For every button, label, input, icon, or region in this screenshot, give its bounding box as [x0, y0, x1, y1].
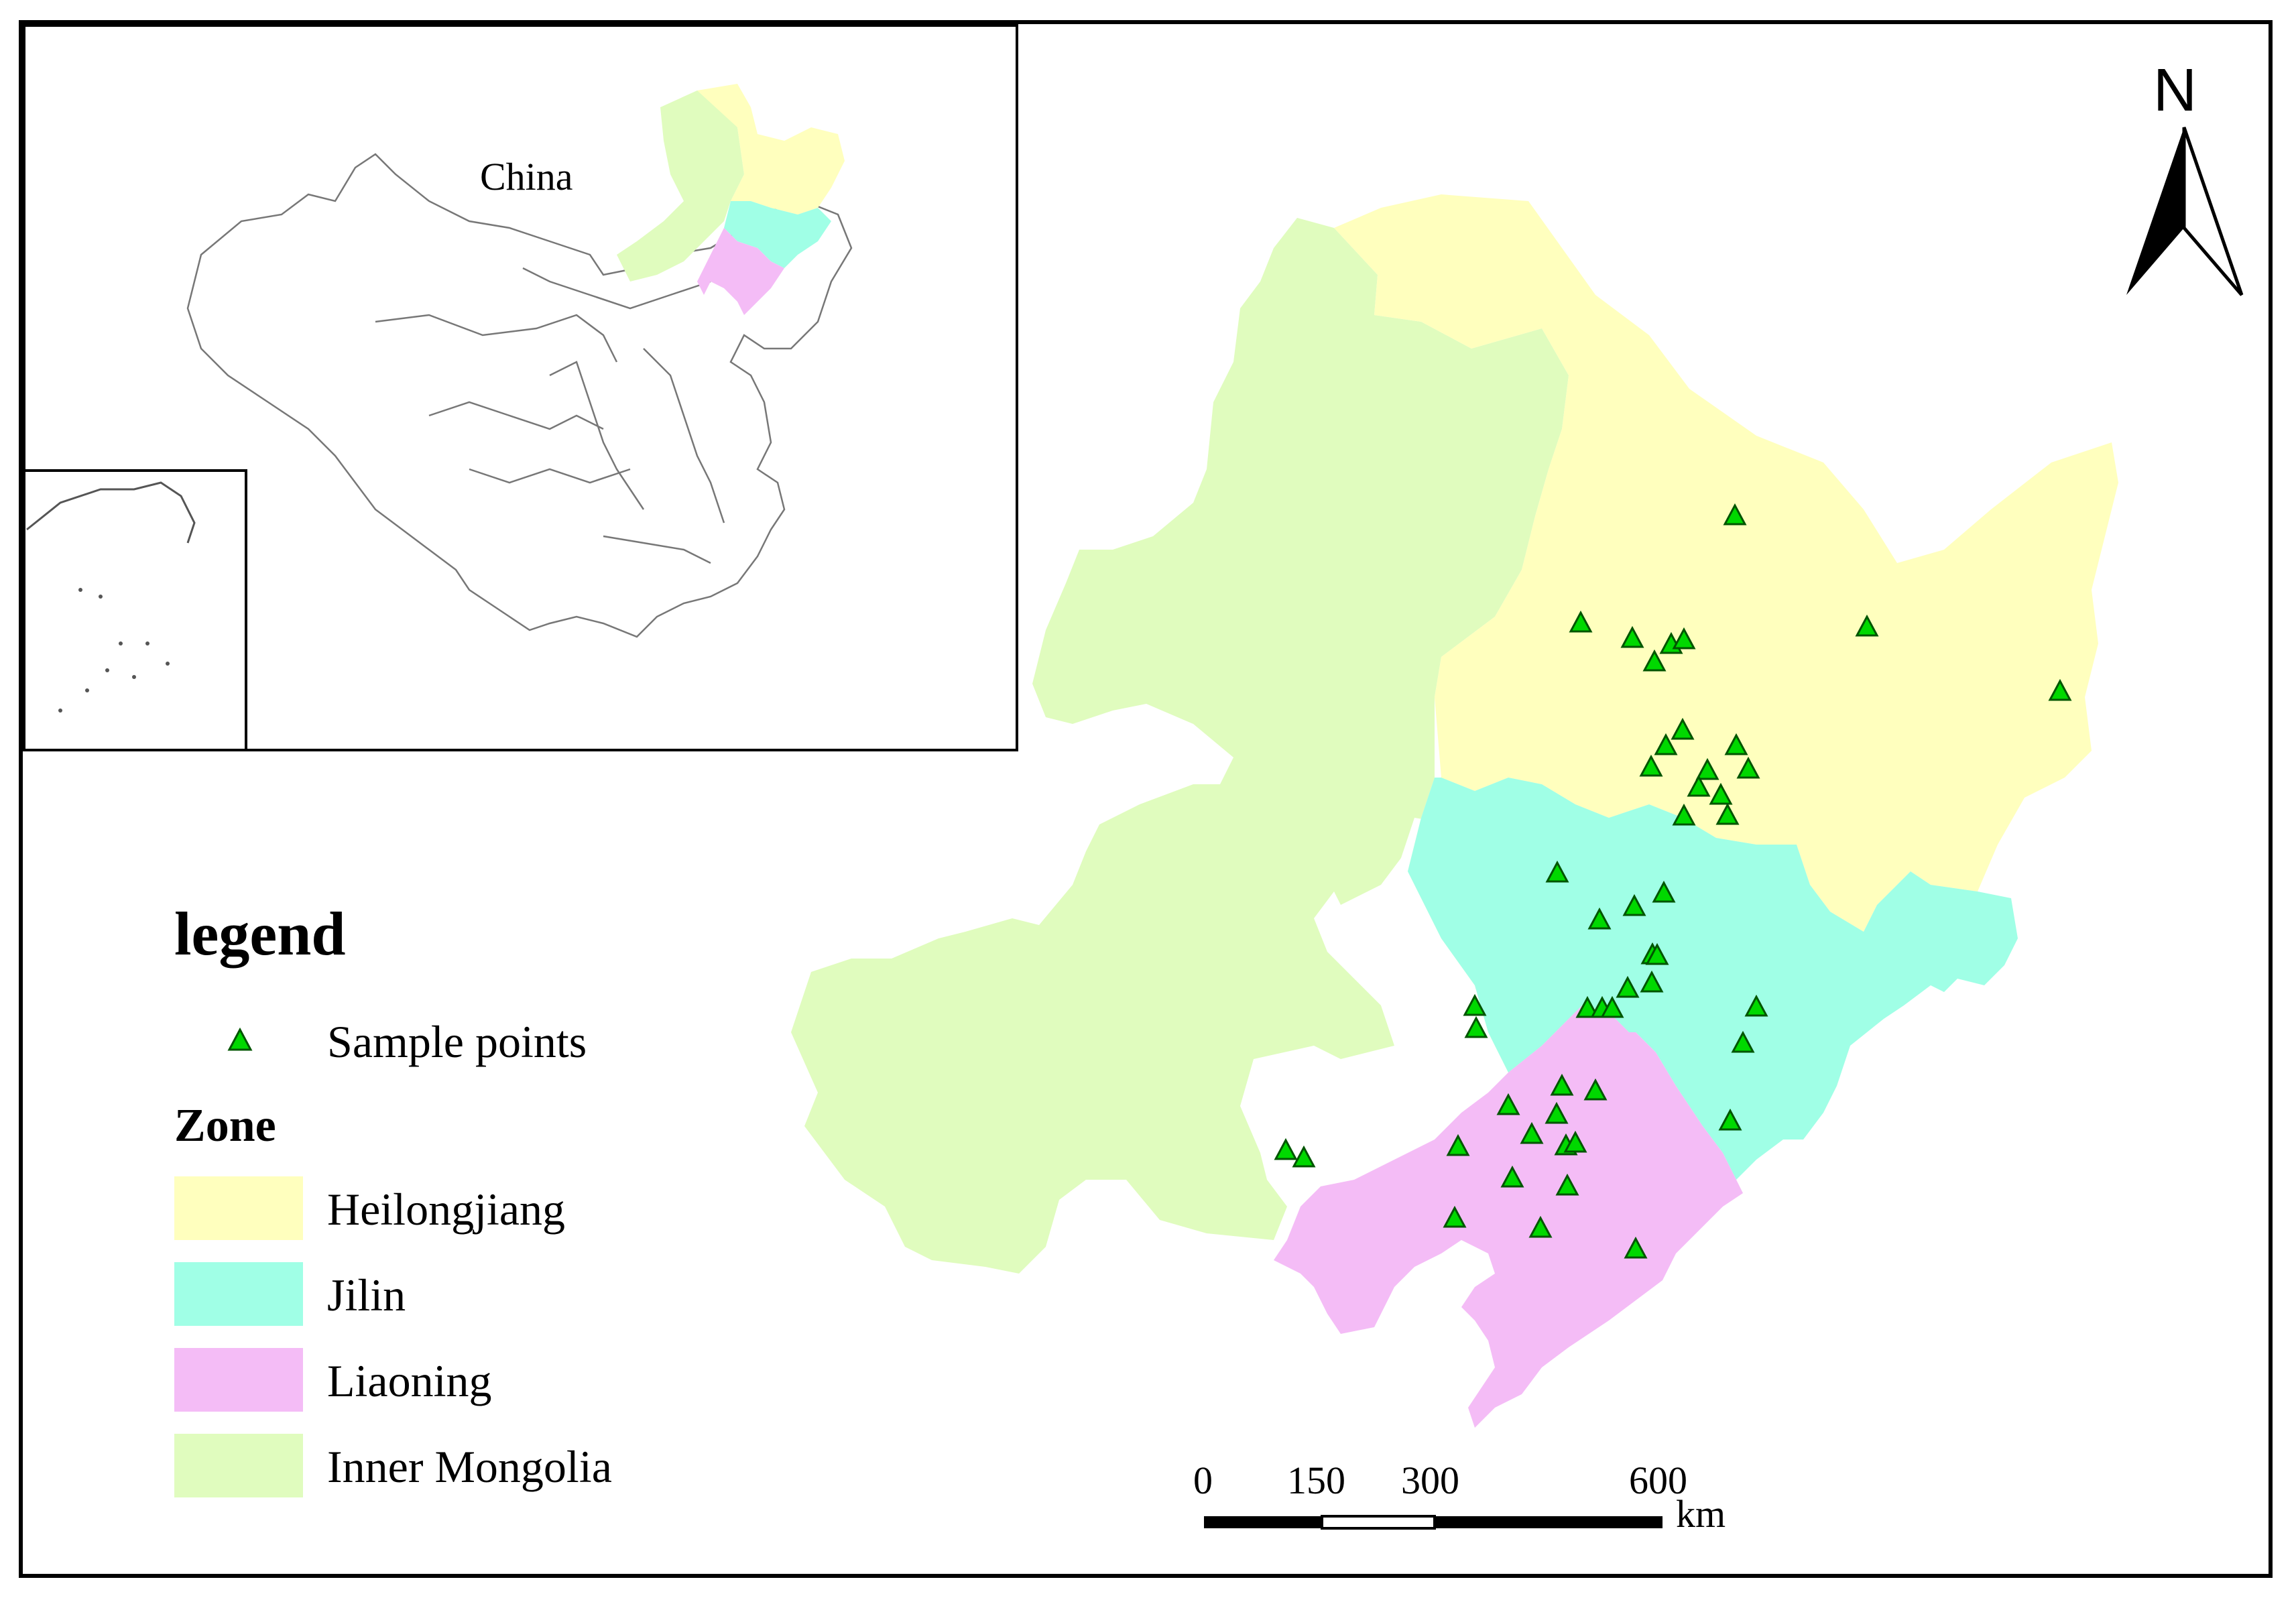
sample-point-marker: [1724, 733, 1748, 755]
legend-zone-label: Heilongjiang: [327, 1184, 566, 1235]
china-inset-frame: [23, 24, 1018, 751]
sample-point-marker: [1718, 1108, 1742, 1131]
china-label: China: [480, 155, 573, 198]
sample-point-marker: [1563, 1130, 1587, 1153]
sample-point-marker: [1587, 907, 1612, 930]
sample-point-marker: [1545, 1101, 1569, 1124]
sample-point-marker: [1642, 649, 1667, 672]
sample-point-marker: [1496, 1093, 1520, 1115]
sample-point-marker: [1687, 774, 1711, 797]
sample-point-marker: [1545, 860, 1569, 883]
sample-point-marker: [1569, 610, 1593, 633]
sample-point-marker: [1274, 1137, 1298, 1160]
sample-point-marker: [1292, 1145, 1316, 1168]
sample-point-marker: [1639, 754, 1663, 777]
legend-swatch-inner-mongolia: [174, 1434, 303, 1497]
north-arrow-icon: [2126, 127, 2244, 296]
legend-zone-label: Inner Mongolia: [327, 1441, 612, 1492]
sample-point-marker: [1624, 1236, 1648, 1259]
sample-point-marker: [1645, 942, 1669, 965]
sample-point-marker: [1500, 1165, 1524, 1188]
sample-point-marker: [1600, 995, 1624, 1018]
inset-jilin: [724, 201, 831, 268]
sample-point-marker: [1446, 1133, 1470, 1156]
north-label: N: [2153, 57, 2197, 124]
sample-point-marker: [1652, 880, 1676, 903]
sample-point-marker: [1528, 1215, 1553, 1238]
sample-point-marker: [1709, 782, 1733, 805]
scale-unit: km: [1676, 1492, 1726, 1536]
sample-point-marker: [1855, 614, 1879, 637]
south-china-sea-inset-frame: [23, 469, 247, 751]
sample-point-marker: [1520, 1121, 1544, 1144]
legend-sample-label: Sample points: [327, 1016, 587, 1067]
sample-point-marker: [1731, 1030, 1755, 1053]
sample-point-marker: [1550, 1073, 1574, 1096]
sample-point-marker: [1620, 625, 1644, 648]
region-liaoning: [1274, 1005, 1743, 1428]
inset-liaoning: [697, 228, 784, 315]
legend-sample-point-icon: [227, 1027, 253, 1051]
scale-bar: [1204, 1515, 1663, 1530]
sample-point-marker: [1672, 803, 1696, 826]
sample-point-marker: [1575, 995, 1599, 1018]
sample-point-marker: [1640, 970, 1664, 993]
sample-points: [1274, 503, 2072, 1259]
scale-tick-150: 150: [1287, 1459, 1345, 1502]
legend-swatch-liaoning: [174, 1348, 303, 1412]
sample-point-marker: [1622, 894, 1646, 916]
legend-zone-label: Liaoning: [327, 1355, 492, 1406]
sample-point-marker: [1555, 1173, 1579, 1196]
sample-point-marker: [1715, 802, 1740, 825]
sample-point-marker: [1695, 757, 1719, 780]
sample-point-marker: [1464, 1016, 1488, 1038]
south-china-sea-islands: [58, 588, 170, 713]
legend-zone-title: Zone: [174, 1100, 276, 1152]
sample-point-marker: [1443, 1205, 1467, 1228]
sample-point-marker: [1583, 1078, 1608, 1101]
sample-point-marker: [1723, 503, 1747, 526]
legend-title: legend: [174, 900, 346, 968]
sample-point-marker: [1672, 627, 1696, 650]
sample-point-marker: [2048, 678, 2072, 701]
sample-point-marker: [1654, 733, 1678, 755]
scale-tick-300: 300: [1401, 1459, 1459, 1502]
sample-point-marker: [1616, 975, 1640, 998]
legend-swatch-jilin: [174, 1262, 303, 1326]
inset-heilongjiang: [697, 84, 845, 214]
inset-inner-mongolia: [617, 90, 744, 282]
region-inner-mongolia: [791, 218, 1663, 1274]
sample-point-marker: [1744, 994, 1768, 1017]
scale-tick-600: 600: [1629, 1459, 1687, 1502]
scale-tick-0: 0: [1193, 1459, 1213, 1502]
legend-zone-label: Jilin: [327, 1270, 406, 1320]
sample-point-marker: [1671, 717, 1695, 740]
sample-point-marker: [1463, 993, 1487, 1016]
map-frame: [19, 20, 2273, 1578]
coastline-inset: [26, 481, 196, 544]
china-inset-map: [186, 153, 853, 638]
sample-point-marker: [1736, 756, 1760, 779]
region-heilongjiang: [1334, 194, 2118, 932]
legend-swatch-heilongjiang: [174, 1176, 303, 1240]
